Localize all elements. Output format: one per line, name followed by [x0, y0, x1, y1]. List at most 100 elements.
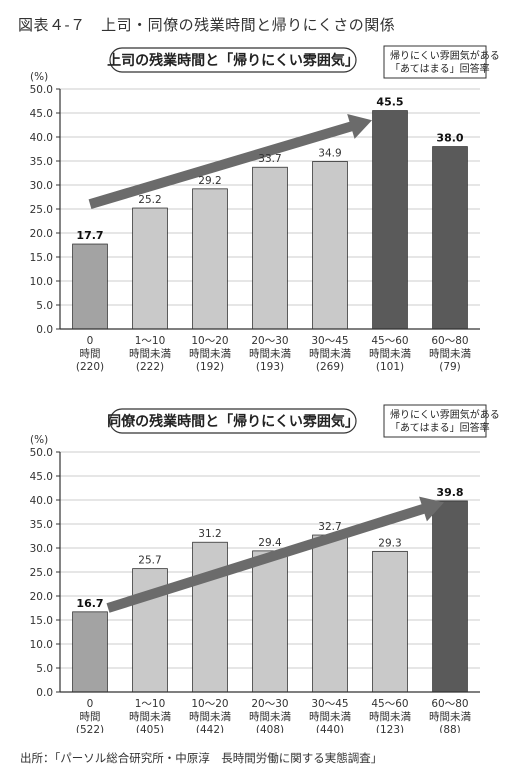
x-category-label: 時間未満 [249, 711, 291, 723]
data-label: 17.7 [76, 229, 103, 242]
y-tick-label: 15.0 [30, 615, 53, 627]
x-category-label: (222) [136, 361, 164, 373]
x-category-label: 時間 [80, 711, 101, 723]
x-category-label: (101) [376, 361, 404, 373]
data-label: 33.7 [258, 153, 281, 165]
x-category-label: 20〜30 [251, 698, 288, 710]
chart-title: 上司の残業時間と「帰りにくい雰囲気」 [107, 52, 359, 69]
x-category-label: (408) [256, 724, 284, 733]
trend-arrow [106, 496, 444, 613]
x-category-label: (440) [316, 724, 344, 733]
bar [432, 500, 468, 693]
x-category-label: 時間未満 [369, 711, 411, 723]
x-category-label: 45〜60 [371, 698, 408, 710]
legend-box [383, 45, 487, 79]
bar [132, 207, 168, 330]
y-tick-label: 0.0 [36, 687, 53, 699]
bar [372, 110, 408, 330]
y-tick-label: 0.0 [36, 324, 53, 336]
y-unit-label: (%) [30, 71, 48, 83]
x-category-label: (192) [196, 361, 224, 373]
chart-boss-overtime: 上司の残業時間と「帰りにくい雰囲気」 帰りにくい雰囲気がある「あてはまる」回答率 (… [30, 45, 500, 373]
x-category-label: 時間未満 [129, 711, 171, 723]
x-category-label: (405) [136, 724, 164, 733]
y-tick-label: 40.0 [30, 132, 53, 144]
y-tick-label: 30.0 [30, 543, 53, 555]
x-category-label: (123) [376, 724, 404, 733]
data-label: 45.5 [376, 96, 403, 109]
y-tick-label: 35.0 [30, 156, 53, 168]
y-tick-label: 45.0 [30, 108, 53, 120]
y-tick-label: 25.0 [30, 567, 53, 579]
x-category-label: 時間未満 [429, 711, 471, 723]
data-label: 25.7 [138, 555, 161, 567]
y-tick-label: 5.0 [36, 300, 53, 312]
x-category-label: 時間未満 [369, 348, 411, 360]
data-label: 25.2 [138, 194, 161, 206]
x-category-label: 20〜30 [251, 335, 288, 347]
legend-text-line: 「あてはまる」回答率 [390, 421, 490, 434]
x-category-label: (522) [76, 724, 104, 733]
chart-title-box [109, 408, 357, 434]
x-category-label: (79) [439, 361, 461, 373]
x-category-label: (442) [196, 724, 224, 733]
x-category-label: (220) [76, 361, 104, 373]
x-category-label: 10〜20 [191, 335, 228, 347]
bar [372, 550, 408, 693]
x-category-label: 10〜20 [191, 698, 228, 710]
data-label: 29.4 [258, 537, 282, 549]
legend-text-line: 帰りにくい雰囲気がある [390, 408, 500, 421]
y-tick-label: 20.0 [30, 228, 53, 240]
x-category-label: 1〜10 [135, 698, 166, 710]
data-label: 29.2 [198, 175, 221, 187]
data-label: 31.2 [198, 528, 221, 540]
x-category-label: 時間未満 [189, 348, 231, 360]
trend-arrow [88, 114, 372, 209]
x-category-label: (193) [256, 361, 284, 373]
x-category-label: 時間未満 [309, 711, 351, 723]
x-category-label: 0 [87, 335, 94, 347]
bar [252, 166, 288, 330]
x-category-label: 30〜45 [311, 335, 348, 347]
x-category-label: 60〜80 [431, 698, 468, 710]
bar [312, 161, 348, 330]
y-tick-label: 25.0 [30, 204, 53, 216]
x-category-label: 時間未満 [129, 348, 171, 360]
bar [192, 188, 228, 330]
data-label: 38.0 [436, 132, 463, 145]
x-category-label: 時間未満 [309, 348, 351, 360]
y-tick-label: 40.0 [30, 495, 53, 507]
figure-title: 図表４-７ 上司・同僚の残業時間と帰りにくさの関係 [18, 16, 396, 34]
y-tick-label: 20.0 [30, 591, 53, 603]
x-category-label: 時間 [80, 348, 101, 360]
bar [72, 611, 108, 693]
chart-title-box [109, 47, 357, 73]
y-tick-label: 50.0 [30, 84, 53, 96]
x-category-label: 時間未満 [189, 711, 231, 723]
x-category-label: (88) [439, 724, 461, 733]
y-tick-label: 15.0 [30, 252, 53, 264]
data-label: 32.7 [318, 521, 341, 533]
x-category-label: 45〜60 [371, 335, 408, 347]
y-tick-label: 35.0 [30, 519, 53, 531]
data-label: 39.8 [436, 486, 463, 499]
x-category-label: 1〜10 [135, 335, 166, 347]
y-tick-label: 10.0 [30, 639, 53, 651]
data-label: 16.7 [76, 597, 103, 610]
bar [192, 541, 228, 693]
x-category-label: 30〜45 [311, 698, 348, 710]
y-tick-label: 10.0 [30, 276, 53, 288]
legend-text-line: 「あてはまる」回答率 [390, 62, 490, 75]
y-tick-label: 30.0 [30, 180, 53, 192]
legend-box [383, 404, 487, 438]
source-note: 出所：「パーソル総合研究所・中原淳 長時間労働に関する実態調査」 [20, 751, 383, 765]
data-label: 29.3 [378, 537, 401, 549]
bar [252, 550, 288, 693]
legend-text-line: 帰りにくい雰囲気がある [390, 49, 500, 62]
y-tick-label: 5.0 [36, 663, 53, 675]
chart-colleague-overtime: 同僚の残業時間と「帰りにくい雰囲気」 帰りにくい雰囲気がある「あてはまる」回答率 (… [30, 404, 500, 733]
x-category-label: (269) [316, 361, 344, 373]
bar [432, 146, 468, 330]
bar [72, 243, 108, 330]
y-tick-label: 45.0 [30, 471, 53, 483]
